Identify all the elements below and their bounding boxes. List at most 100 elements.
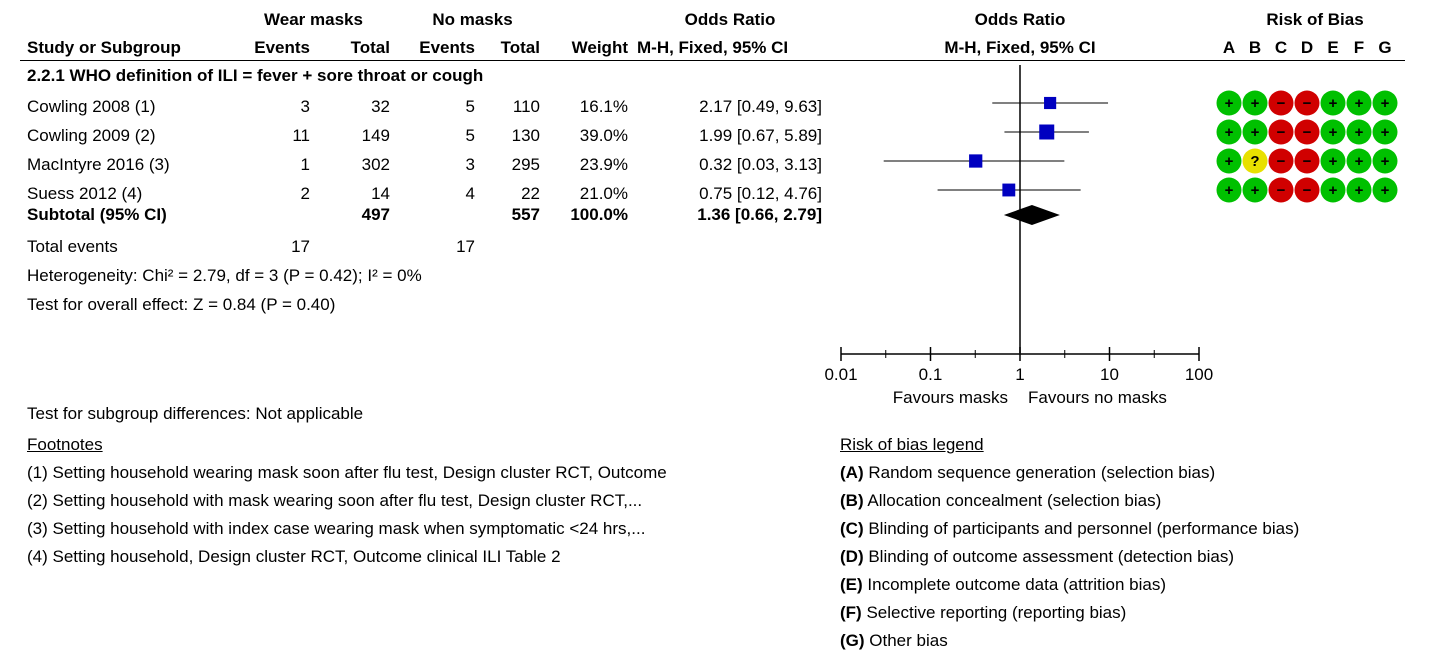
rob-circle: [1294, 119, 1320, 145]
events-1: 1: [300, 155, 310, 174]
rob-legend-title: Risk of bias legend: [840, 435, 984, 454]
header-plot-odds-ratio: Odds Ratio: [974, 10, 1066, 29]
rob-legend-letter: (G): [840, 631, 865, 650]
rob-circle: [1216, 177, 1242, 203]
rob-circle: [1268, 148, 1294, 174]
rob-symbol: +: [1225, 153, 1234, 170]
rob-circle: [1294, 148, 1320, 174]
rob-circle: [1216, 148, 1242, 174]
rob-legend-text: Allocation concealment (selection bias): [863, 491, 1162, 510]
events-2: 5: [465, 126, 475, 145]
study-name: Cowling 2009 (2): [27, 126, 156, 145]
rob-symbol: +: [1251, 182, 1260, 199]
rob-circle: [1268, 177, 1294, 203]
footnote-item: (4) Setting household, Design cluster RC…: [27, 547, 561, 566]
header-divider: [20, 60, 1405, 61]
rob-letter-e: E: [1327, 38, 1339, 57]
rob-circle: [1268, 90, 1294, 116]
rob-legend-text: Random sequence generation (selection bi…: [863, 463, 1216, 482]
footnote-item: (3) Setting household with index case we…: [27, 519, 646, 538]
or-ci: 0.32 [0.03, 3.13]: [699, 155, 822, 174]
study-name: MacIntyre 2016 (3): [27, 155, 170, 174]
rob-symbol: −: [1303, 95, 1312, 112]
rob-symbol: −: [1303, 153, 1312, 170]
rob-symbol: −: [1303, 182, 1312, 199]
rob-letter-g: G: [1378, 38, 1392, 57]
header-no-masks: No masks: [432, 10, 513, 29]
total-1: 149: [361, 126, 390, 145]
rob-legend-item: (B) Allocation concealment (selection bi…: [840, 491, 1161, 511]
weight: 39.0%: [579, 126, 628, 145]
rob-legend-text: Other bias: [864, 631, 948, 650]
x-tick-label: 10: [1100, 365, 1119, 384]
favours-left-label: Favours masks: [893, 388, 1008, 407]
rob-symbol: +: [1225, 95, 1234, 112]
header-events-2: Events: [419, 38, 475, 57]
point-estimate: [1002, 183, 1016, 197]
events-1: 11: [292, 126, 310, 145]
footnote-item: (1) Setting household wearing mask soon …: [27, 463, 667, 482]
weight: 23.9%: [579, 155, 628, 174]
subtotal-weight: 100.0%: [570, 205, 628, 224]
total-2: 130: [511, 126, 540, 145]
x-tick-label: 100: [1185, 365, 1213, 384]
total-1: 32: [371, 97, 390, 116]
rob-symbol: +: [1329, 124, 1338, 141]
header-wear-masks: Wear masks: [264, 10, 363, 29]
total-1: 14: [371, 184, 390, 203]
or-ci: 1.99 [0.67, 5.89]: [699, 126, 822, 145]
subtotal-label: Subtotal (95% CI): [27, 205, 167, 224]
rob-symbol: +: [1381, 153, 1390, 170]
rob-symbol: −: [1277, 153, 1286, 170]
footnotes-title: Footnotes: [27, 435, 103, 454]
rob-legend-item: (G) Other bias: [840, 631, 948, 651]
rob-symbol: +: [1251, 124, 1260, 141]
rob-symbol: +: [1329, 153, 1338, 170]
total-events-1: 17: [291, 237, 310, 256]
rob-circle: [1346, 90, 1372, 116]
footnote-item: (2) Setting household with mask wearing …: [27, 491, 643, 510]
rob-symbol: −: [1277, 95, 1286, 112]
rob-letter-d: D: [1300, 38, 1314, 57]
rob-symbol: −: [1277, 124, 1286, 141]
header-plot-method: M-H, Fixed, 95% CI: [944, 38, 1096, 57]
header-weight: Weight: [571, 38, 628, 57]
rob-symbol: −: [1303, 124, 1312, 141]
x-tick-label: 0.1: [919, 365, 943, 384]
rob-circle: [1320, 90, 1346, 116]
rob-letter-c: C: [1274, 38, 1288, 57]
rob-legend-letter: (F): [840, 603, 862, 622]
heterogeneity-text: Heterogeneity: Chi² = 2.79, df = 3 (P = …: [27, 266, 422, 285]
rob-symbol: +: [1355, 182, 1364, 199]
overall-effect-text: Test for overall effect: Z = 0.84 (P = 0…: [27, 295, 336, 314]
rob-circle: [1268, 119, 1294, 145]
rob-symbol: +: [1329, 182, 1338, 199]
subgroup-differences-text: Test for subgroup differences: Not appli…: [27, 404, 364, 423]
total-2: 110: [512, 97, 540, 116]
summary-diamond: [1003, 205, 1060, 225]
rob-symbol: +: [1355, 124, 1364, 141]
rob-symbol: +: [1225, 124, 1234, 141]
rob-legend-letter: (B): [840, 491, 864, 510]
weight: 16.1%: [579, 97, 628, 116]
rob-circle: [1320, 148, 1346, 174]
rob-circle: [1320, 177, 1346, 203]
rob-circle: [1242, 119, 1268, 145]
rob-circle: [1216, 90, 1242, 116]
rob-symbol: ?: [1250, 153, 1259, 170]
rob-symbol: −: [1277, 182, 1286, 199]
rob-circle: [1242, 90, 1268, 116]
rob-circle: [1242, 148, 1268, 174]
rob-legend-letter: (A): [840, 463, 864, 482]
or-ci: 0.75 [0.12, 4.76]: [699, 184, 822, 203]
header-total-1: Total: [350, 38, 390, 57]
events-1: 2: [300, 184, 310, 203]
rob-symbol: +: [1355, 153, 1364, 170]
rob-circle: [1216, 119, 1242, 145]
rob-symbol: +: [1381, 182, 1390, 199]
events-2: 4: [465, 184, 475, 203]
point-estimate: [1039, 124, 1055, 140]
total-1: 302: [361, 155, 390, 174]
header-risk-of-bias: Risk of Bias: [1266, 10, 1364, 29]
rob-legend-text: Blinding of participants and personnel (…: [863, 519, 1300, 538]
